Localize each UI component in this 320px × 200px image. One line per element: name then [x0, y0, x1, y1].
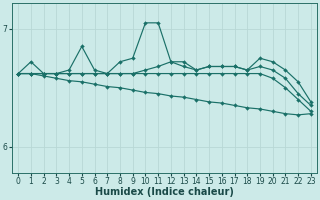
X-axis label: Humidex (Indice chaleur): Humidex (Indice chaleur) [95, 187, 234, 197]
